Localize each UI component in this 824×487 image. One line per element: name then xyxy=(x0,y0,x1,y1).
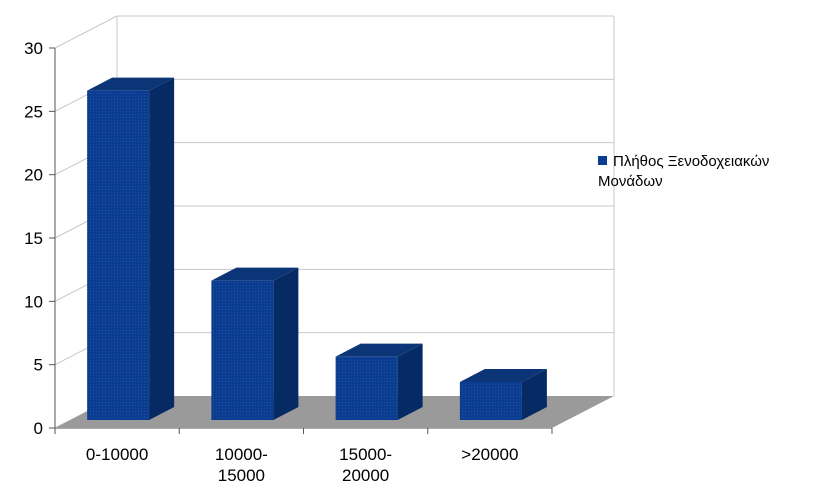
bar-0 xyxy=(87,77,175,421)
x-tick-label: >20000 xyxy=(461,445,518,464)
y-tick-label: 5 xyxy=(34,356,43,375)
x-tick-label: 15000-20000 xyxy=(339,445,392,485)
bar-3 xyxy=(459,369,547,420)
y-tick-label: 15 xyxy=(24,229,43,248)
bar-2 xyxy=(335,343,423,420)
bar-side xyxy=(273,267,299,420)
y-tick-label: 0 xyxy=(34,419,43,438)
gridlines xyxy=(54,15,615,429)
bar-texture xyxy=(211,280,274,420)
bars xyxy=(55,77,614,428)
legend: Πλήθος Ξενοδοχειακών Μονάδων xyxy=(598,152,818,192)
y-tick-label: 10 xyxy=(24,292,43,311)
bar-top xyxy=(211,267,299,281)
bar-top xyxy=(335,343,423,357)
y-tick-label: 30 xyxy=(24,39,43,58)
bar-top xyxy=(459,369,547,382)
bar-1 xyxy=(211,267,299,420)
legend-series-name: Πλήθος Ξενοδοχειακών Μονάδων xyxy=(598,153,770,190)
bar-texture xyxy=(459,382,522,420)
bar-texture xyxy=(335,356,398,420)
labels: 0 5 10 15 20 25 30 0-10000 10000-15000 15000-2000… xyxy=(24,39,518,485)
side-gridline xyxy=(54,15,118,49)
y-tick-label: 20 xyxy=(24,166,43,185)
x-tick-label: 10000-15000 xyxy=(215,445,268,485)
bar-side xyxy=(521,369,547,420)
bar-texture xyxy=(87,90,150,421)
bar-side xyxy=(149,77,175,421)
legend-swatch xyxy=(598,156,607,165)
y-tick-label: 25 xyxy=(24,102,43,121)
x-tick-label: 0-10000 xyxy=(86,445,148,464)
bar-side xyxy=(397,343,423,420)
bar-top xyxy=(87,77,175,91)
